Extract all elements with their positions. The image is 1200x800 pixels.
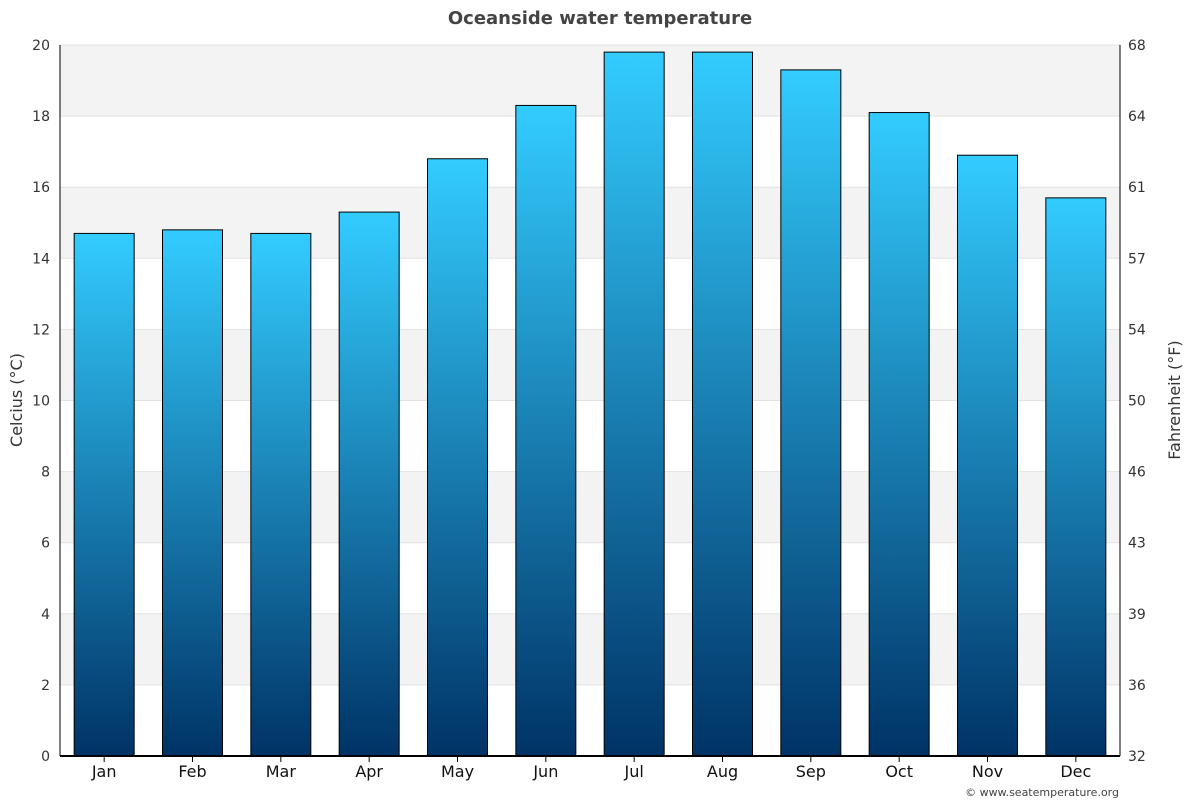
y-tick-label-right: 39 [1128,607,1146,623]
y-tick-label: 2 [41,678,50,694]
y-tick-label-right: 36 [1128,678,1146,694]
credit-text: © www.seatemperature.org [965,786,1119,799]
x-tick-label: Mar [266,762,297,781]
y-tick-label-right: 32 [1128,749,1146,765]
grid-bands [60,44,1120,686]
x-tick-label: Jun [532,762,558,781]
y-axis-right-ticks: 32 36 39 43 46 50 54 57 61 64 68 [1128,38,1146,765]
y-tick-label: 6 [41,536,50,552]
y-tick-label-right: 43 [1128,536,1146,552]
grid-band [60,471,1120,543]
chart-title: Oceanside water temperature [448,8,752,29]
y-tick-label: 0 [41,749,50,765]
bar-oct [868,112,930,757]
y-tick-label: 16 [32,180,50,196]
x-tick-label: Dec [1060,762,1091,781]
x-tick-label: Jan [91,762,117,781]
x-axis-ticks: Jan Feb Mar Apr May Jun Jul Aug Sep Oct Nov Dec [91,756,1091,781]
x-tick-label: Aug [707,762,738,781]
y-axis-right-label: Fahrenheit (°F) [1165,340,1184,459]
x-tick-label: Feb [178,762,206,781]
x-tick-label: Apr [355,762,383,781]
y-tick-label-right: 46 [1128,465,1146,481]
bar-sep [780,69,842,757]
y-tick-label: 10 [32,394,50,410]
grid-band [60,187,1120,259]
grid-band [60,329,1120,401]
bars [73,51,1107,757]
bar-nov [957,154,1018,757]
y-tick-label-right: 50 [1128,394,1146,410]
y-axis-left-label: Celcius (°C) [7,353,26,447]
y-tick-label: 4 [41,607,50,623]
x-tick-label: Jul [624,762,644,781]
bar-jun [515,104,577,757]
bar-aug [692,51,753,757]
y-tick-label-right: 68 [1128,38,1146,54]
grid-band [60,613,1120,685]
bar-mar [250,232,312,757]
bar-may [427,158,488,757]
bar-feb [162,229,223,757]
bar-apr [338,211,400,757]
y-tick-label-right: 54 [1128,322,1146,338]
y-tick-label-right: 61 [1128,180,1146,196]
x-tick-label: Oct [885,762,913,781]
bar-dec [1045,197,1107,757]
y-tick-label: 18 [32,109,50,125]
y-axis-left-ticks: 0 2 4 6 8 10 12 14 16 18 20 [32,38,50,765]
y-tick-label-right: 64 [1128,109,1146,125]
bar-jul [603,51,665,757]
y-tick-label: 12 [32,322,50,338]
y-tick-label: 8 [41,465,50,481]
y-tick-label: 20 [32,38,50,54]
x-tick-label: Nov [972,762,1003,781]
grid-band [60,45,1120,117]
bar-jan [73,232,135,757]
y-tick-label-right: 57 [1128,251,1146,267]
x-tick-label: Sep [796,762,826,781]
y-tick-label: 14 [32,251,50,267]
x-tick-label: May [441,762,474,781]
